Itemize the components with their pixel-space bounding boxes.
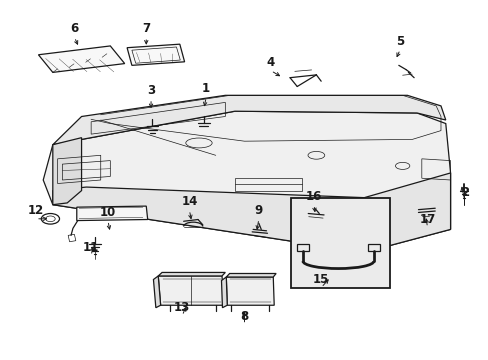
Bar bbox=[291, 198, 389, 288]
Polygon shape bbox=[53, 173, 449, 252]
Text: 13: 13 bbox=[174, 301, 190, 314]
Text: 12: 12 bbox=[28, 204, 44, 217]
Text: 3: 3 bbox=[147, 84, 155, 97]
Text: 2: 2 bbox=[460, 186, 468, 199]
Polygon shape bbox=[226, 277, 274, 305]
Text: 6: 6 bbox=[70, 22, 79, 35]
Text: 10: 10 bbox=[100, 206, 116, 219]
Text: 17: 17 bbox=[419, 213, 435, 226]
Polygon shape bbox=[226, 274, 276, 277]
Polygon shape bbox=[127, 44, 184, 66]
Text: 8: 8 bbox=[240, 310, 248, 323]
Text: 14: 14 bbox=[181, 195, 197, 208]
Text: 7: 7 bbox=[142, 22, 150, 35]
Text: 4: 4 bbox=[266, 56, 274, 69]
Text: 5: 5 bbox=[395, 35, 404, 48]
Polygon shape bbox=[158, 276, 224, 305]
Text: 15: 15 bbox=[312, 273, 329, 286]
Polygon shape bbox=[53, 138, 81, 205]
Polygon shape bbox=[43, 111, 449, 252]
Polygon shape bbox=[39, 46, 124, 72]
Polygon shape bbox=[158, 273, 225, 276]
Polygon shape bbox=[53, 95, 445, 145]
Bar bbox=[296, 244, 308, 251]
Polygon shape bbox=[77, 206, 147, 221]
Polygon shape bbox=[153, 276, 160, 308]
Bar bbox=[367, 244, 379, 251]
Text: 1: 1 bbox=[202, 82, 210, 95]
Polygon shape bbox=[221, 277, 227, 308]
Text: 11: 11 bbox=[83, 241, 99, 254]
Text: 16: 16 bbox=[305, 190, 322, 203]
Text: 9: 9 bbox=[254, 204, 263, 217]
